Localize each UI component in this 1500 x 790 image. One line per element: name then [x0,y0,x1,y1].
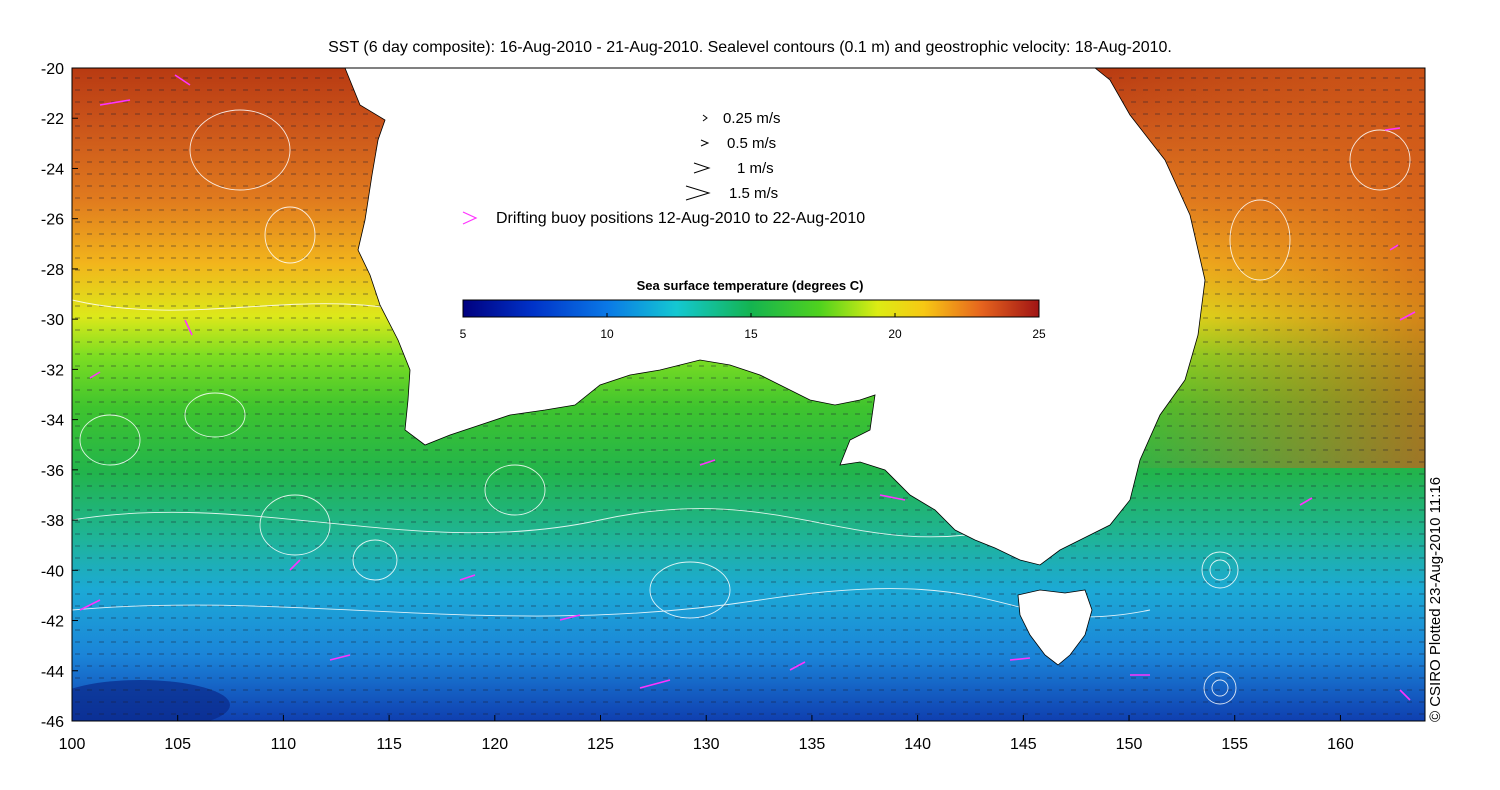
colorbar-tick-label: 20 [888,327,902,341]
colorbar-tick-label: 25 [1032,327,1046,341]
plot-frame [71,67,1426,722]
y-tick-label: -46 [41,714,64,731]
x-tick-label: 120 [481,736,508,753]
x-tick-label: 125 [587,736,614,753]
x-tick-label: 135 [799,736,826,753]
colorbar-title: Sea surface temperature (degrees C) [637,278,864,293]
colorbar-tick-label: 10 [600,327,614,341]
x-tick-label: 140 [904,736,931,753]
x-tick-label: 115 [376,736,402,753]
buoy-legend: Drifting buoy positions 12-Aug-2010 to 2… [462,210,865,227]
x-tick-label: 100 [59,736,86,753]
x-tick-label: 155 [1221,736,1248,753]
x-tick-label: 105 [164,736,191,753]
velocity-key-label: 1.5 m/s [729,185,778,202]
buoy-legend-label: Drifting buoy positions 12-Aug-2010 to 2… [496,210,865,227]
x-tick-label: 160 [1327,736,1354,753]
x-tick-label: 110 [271,736,297,753]
colorbar: Sea surface temperature (degrees C) 5 10 1… [460,278,1046,341]
y-tick-label: -28 [41,262,64,279]
velocity-key-0-5: 0.5 m/s [700,135,776,152]
velocity-key-1-5: 1.5 m/s [685,185,778,202]
y-tick-label: -24 [41,161,64,178]
y-tick-label: -36 [41,463,64,480]
buoy-marker-icon [462,211,478,225]
velocity-key-0-25: 0.25 m/s [702,110,781,127]
x-tick-label: 130 [693,736,720,753]
y-tick-label: -38 [41,513,64,530]
tasmania-landmass [1017,589,1093,666]
y-tick-label: -44 [41,664,64,681]
credit-text: © CSIRO Plotted 23-Aug-2010 11:16 [1427,477,1444,722]
y-axis: -20 -22 -24 -26 -28 -30 -32 -34 -36 -38 -40 -42 -44 -… [41,61,78,731]
x-axis: 100 105 110 115 120 125 130 135 140 145 150 155 160 [59,715,1354,753]
velocity-key-1: 1 m/s [693,160,774,177]
velocity-key-label: 1 m/s [737,160,774,177]
y-tick-label: -42 [41,614,64,631]
velocity-key-label: 0.25 m/s [723,110,781,127]
colorbar-tick-label: 15 [744,327,758,341]
colorbar-tick-label: 5 [460,327,467,341]
y-tick-label: -26 [41,212,64,229]
figure-title: SST (6 day composite): 16-Aug-2010 - 21-… [328,39,1172,56]
buoy-tracks [79,74,1416,701]
velocity-key-label: 0.5 m/s [727,135,776,152]
y-tick-label: -22 [41,111,64,128]
x-tick-label: 150 [1116,736,1143,753]
colorbar-ticks: 5 10 15 20 25 [460,313,1046,341]
x-tick-label: 145 [1010,736,1037,753]
y-tick-label: -20 [41,61,64,78]
velocity-legend: 0.25 m/s 0.5 m/s 1 m/s 1.5 m/s Drifting … [462,110,865,227]
y-tick-label: -34 [41,413,64,430]
y-tick-label: -40 [41,563,64,580]
y-tick-label: -32 [41,362,64,379]
y-tick-label: -30 [41,312,64,329]
